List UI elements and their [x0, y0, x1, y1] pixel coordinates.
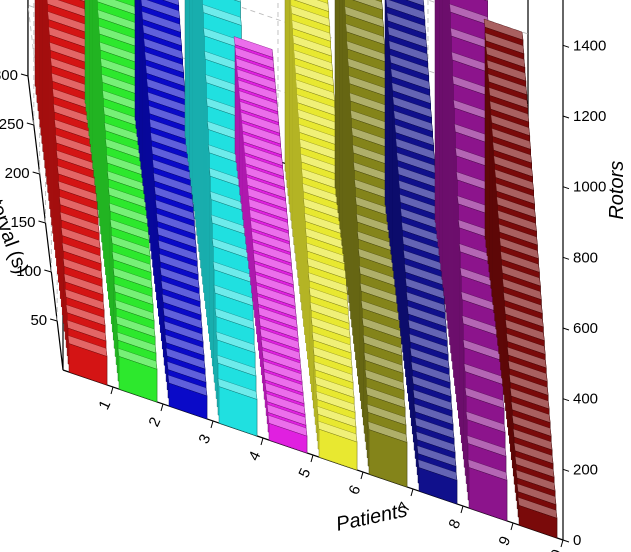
time-tick-mark — [20, 73, 29, 77]
bar-series-patient-10 — [483, 18, 558, 539]
time-tick-mark — [50, 318, 58, 322]
time-tick-label: 300 — [0, 67, 18, 84]
rotors-tick-mark — [562, 186, 570, 190]
rotors-tick-label: 1400 — [573, 37, 606, 54]
bar — [468, 467, 508, 522]
bar — [518, 505, 558, 539]
time-axis-title: Time interval (s) — [0, 135, 32, 277]
bar-series-patient-3 — [134, 0, 208, 420]
patient-tick-mark — [510, 522, 514, 531]
rotors-tick-mark — [562, 327, 570, 331]
time-tick-mark — [38, 220, 46, 224]
patient-tick-mark — [460, 505, 464, 514]
rotors-tick-label: 1200 — [573, 108, 606, 125]
time-tick-label: 150 — [10, 214, 35, 231]
rotors-tick-label: 400 — [573, 391, 598, 408]
patient-tick-mark — [410, 488, 414, 497]
bar — [368, 429, 408, 488]
bar — [268, 422, 308, 454]
patient-tick-label: 10 — [544, 547, 566, 552]
bar — [68, 343, 108, 386]
patient-tick-mark — [210, 420, 214, 429]
bar — [418, 467, 458, 505]
bar — [118, 356, 158, 403]
rotors-tick-mark — [562, 115, 570, 119]
rotors-tick-mark — [562, 468, 570, 472]
bar — [218, 386, 258, 437]
patient-tick-label: 4 — [245, 449, 264, 464]
time-tick-label: 50 — [30, 312, 47, 329]
patient-tick-mark — [560, 539, 564, 548]
patient-tick-mark — [260, 437, 264, 446]
patient-tick-label: 5 — [295, 466, 314, 481]
rotors-tick-mark — [562, 256, 570, 260]
patient-tick-label: 3 — [195, 432, 214, 447]
bar-series-patient-7 — [334, 0, 408, 488]
rotors-tick-mark — [562, 539, 570, 543]
rotors-tick-label: 800 — [573, 249, 598, 266]
patient-tick-mark — [360, 471, 364, 480]
patient-tick-label: 6 — [345, 483, 364, 498]
rotors-tick-mark — [562, 398, 570, 402]
time-tick-mark — [32, 171, 40, 175]
rotors-tick-mark — [562, 44, 570, 48]
time-tick-label: 100 — [16, 263, 41, 280]
chart-bars — [34, 0, 558, 539]
bar — [318, 428, 358, 471]
time-tick-label: 250 — [0, 116, 24, 133]
patient-tick-label: 2 — [145, 415, 164, 430]
time-tick-mark — [26, 122, 34, 126]
bar-series-patient-4 — [184, 0, 258, 437]
patients-axis-title: Patients — [334, 499, 409, 536]
patient-tick-label: 8 — [445, 517, 464, 532]
patient-tick-mark — [310, 454, 314, 463]
bar-series-patient-9 — [434, 0, 508, 522]
patient-tick-mark — [110, 386, 114, 395]
patient-tick-label: 1 — [95, 398, 114, 413]
rotors-tick-label: 600 — [573, 320, 598, 337]
bar-series-patient-8 — [384, 0, 458, 505]
bar — [168, 382, 208, 420]
rotors-tick-label: 1000 — [573, 179, 606, 196]
patient-tick-mark — [160, 403, 164, 412]
time-tick-label: 200 — [5, 165, 30, 182]
time-tick-mark — [44, 269, 52, 273]
patient-tick-label: 9 — [495, 534, 514, 549]
rotors-tick-label: 0 — [573, 532, 581, 549]
rotors-tick-label: 200 — [573, 461, 598, 478]
bar-series-patient-2 — [84, 0, 158, 403]
rotors-axis-title: Rotors — [606, 161, 628, 220]
bar-series-patient-5 — [233, 36, 308, 454]
bar-series-patient-6 — [284, 0, 358, 471]
